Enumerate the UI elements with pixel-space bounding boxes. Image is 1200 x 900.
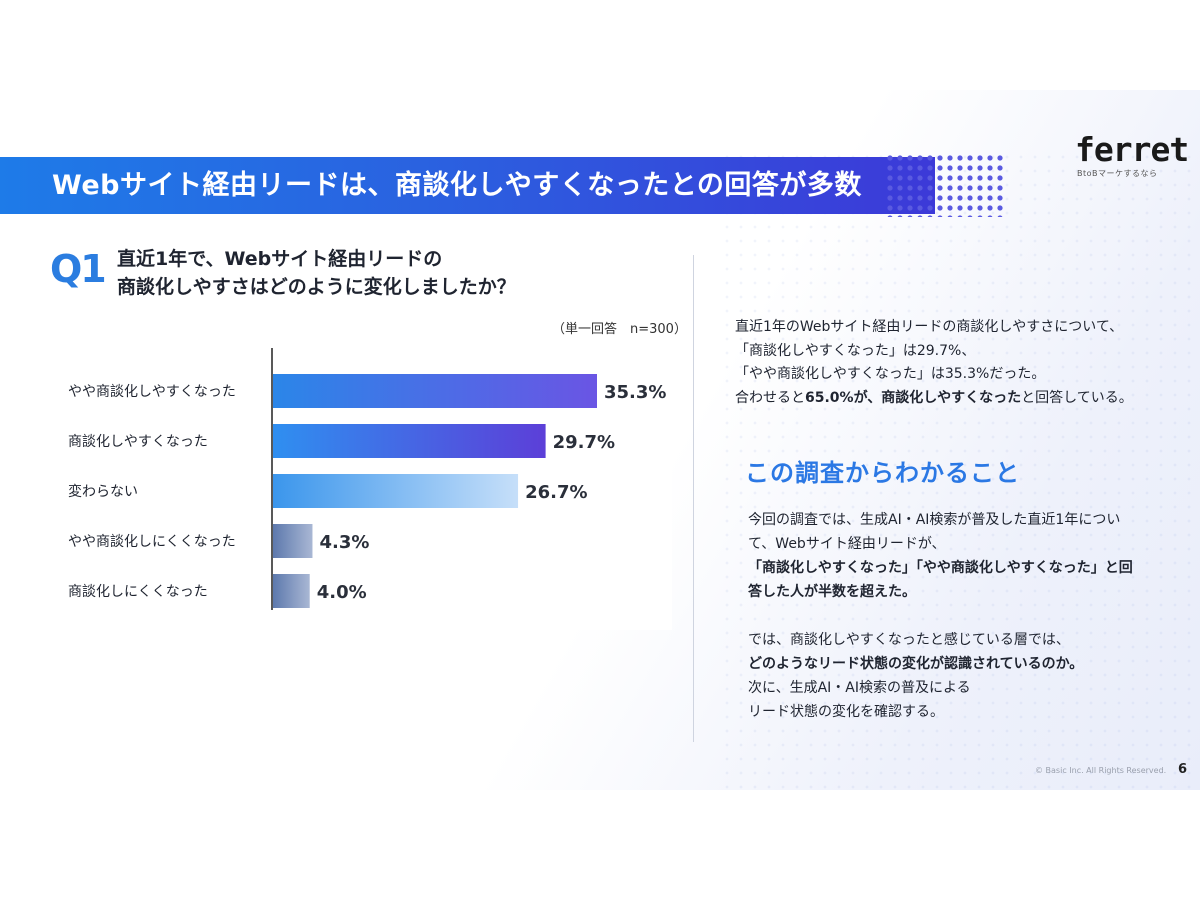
findings-p1-line-4-bold: 答した人が半数を超えた。 (748, 584, 916, 600)
findings-p2-line-1: では、商談化しやすくなったと感じている層では、 (748, 632, 1070, 648)
question-line-2: 商談化しやすさはどのように変化しましたか？ (117, 276, 516, 298)
findings-p2-line-3: 次に、生成AI・AI検索の普及による (748, 680, 971, 696)
category-label: 商談化しにくくなった (68, 584, 208, 600)
findings-p1-line-4: 答した人が半数を超えた。 (748, 580, 1133, 604)
logo-tagline: BtoBマーケするなら (1077, 169, 1158, 178)
category-label: やや商談化しやすくなった (68, 384, 236, 400)
page-number: 6 (1178, 762, 1188, 777)
findings-p1-line-3: 「商談化しやすくなった」「やや商談化しやすくなった」と回 (748, 556, 1133, 580)
copyright: © Basic Inc. All Rights Reserved. (1035, 766, 1167, 775)
findings-p2-line-2-bold: どのようなリード状態の変化が認識されているのか。 (748, 656, 1084, 672)
title-banner: Webサイト経由リードは、商談化しやすくなったとの回答が多数 (0, 157, 935, 214)
findings-title: この調査からわかること (745, 459, 1020, 487)
column-divider (693, 255, 694, 742)
summary-highlight: 65.0%が、商談化しやすくなった (805, 389, 1022, 406)
bar-chart: やや商談化しやすくなった 35.3% 商談化しやすくなった 29.7% 変わらない 26.… (68, 348, 666, 610)
summary-line-3: 「やや商談化しやすくなった」は35.3%だった。 (735, 366, 1046, 382)
findings-p2-line-4: リード状態の変化を確認する。 (748, 704, 944, 720)
value-label: 26.7% (525, 482, 587, 503)
summary-line-4: 合わせると65.0%が、商談化しやすくなったと回答している。 (735, 387, 1133, 411)
background-dot-pattern (720, 150, 1200, 790)
findings-p1-line-3-bold: 「商談化しやすくなった」「やや商談化しやすくなった」と回 (748, 560, 1133, 576)
bar (273, 574, 310, 608)
ferret-logo: ferret BtoBマーケするなら (1075, 130, 1189, 179)
bar (273, 474, 519, 508)
question-line-1: 直近1年で、Webサイト経由リードの (117, 248, 443, 270)
logo-text: ferret (1075, 130, 1189, 169)
slide: Webサイト経由リードは、商談化しやすくなったとの回答が多数 ferret Bt… (0, 90, 1200, 790)
findings-p2-line-2: どのようなリード状態の変化が認識されているのか。 (748, 652, 1133, 676)
sample-note: （単一回答 n=300） (552, 322, 687, 337)
category-label: やや商談化しにくくなった (68, 534, 236, 550)
summary-line-4-a: 合わせると (735, 389, 805, 406)
bar (273, 524, 313, 558)
question-number: Q1 (50, 247, 107, 291)
banner-dot-decoration (885, 153, 1005, 217)
category-label: 変わらない (68, 483, 138, 500)
paragraph-gap (748, 604, 1133, 628)
findings-p1-line-2: て、Webサイト経由リードが、 (748, 536, 946, 552)
page-title: Webサイト経由リードは、商談化しやすくなったとの回答が多数 (52, 170, 862, 201)
findings-text: 今回の調査では、生成AI・AI検索が普及した直近1年につい て、Webサイト経由… (748, 508, 1133, 724)
category-label: 商談化しやすくなった (68, 434, 208, 450)
summary-text: 直近1年のWebサイト経由リードの商談化しやすさについて、 「商談化しやすくなっ… (735, 316, 1133, 410)
value-label: 4.0% (317, 582, 367, 603)
summary-line-1: 直近1年のWebサイト経由リードの商談化しやすさについて、 (735, 319, 1124, 335)
question-text: 直近1年で、Webサイト経由リードの 商談化しやすさはどのように変化しましたか？ (117, 245, 516, 301)
chart-panel: やや商談化しやすくなった 35.3% 商談化しやすくなった 29.7% 変わらない 26.… (50, 340, 672, 630)
value-label: 35.3% (604, 382, 666, 403)
summary-line-4-c: と回答している。 (1021, 389, 1133, 406)
findings-p1-line-1: 今回の調査では、生成AI・AI検索が普及した直近1年につい (748, 512, 1121, 528)
bar (273, 424, 546, 458)
value-label: 4.3% (319, 532, 369, 553)
value-label: 29.7% (553, 432, 615, 453)
summary-line-2: 「商談化しやすくなった」は29.7%、 (735, 342, 976, 359)
bar (273, 374, 597, 408)
